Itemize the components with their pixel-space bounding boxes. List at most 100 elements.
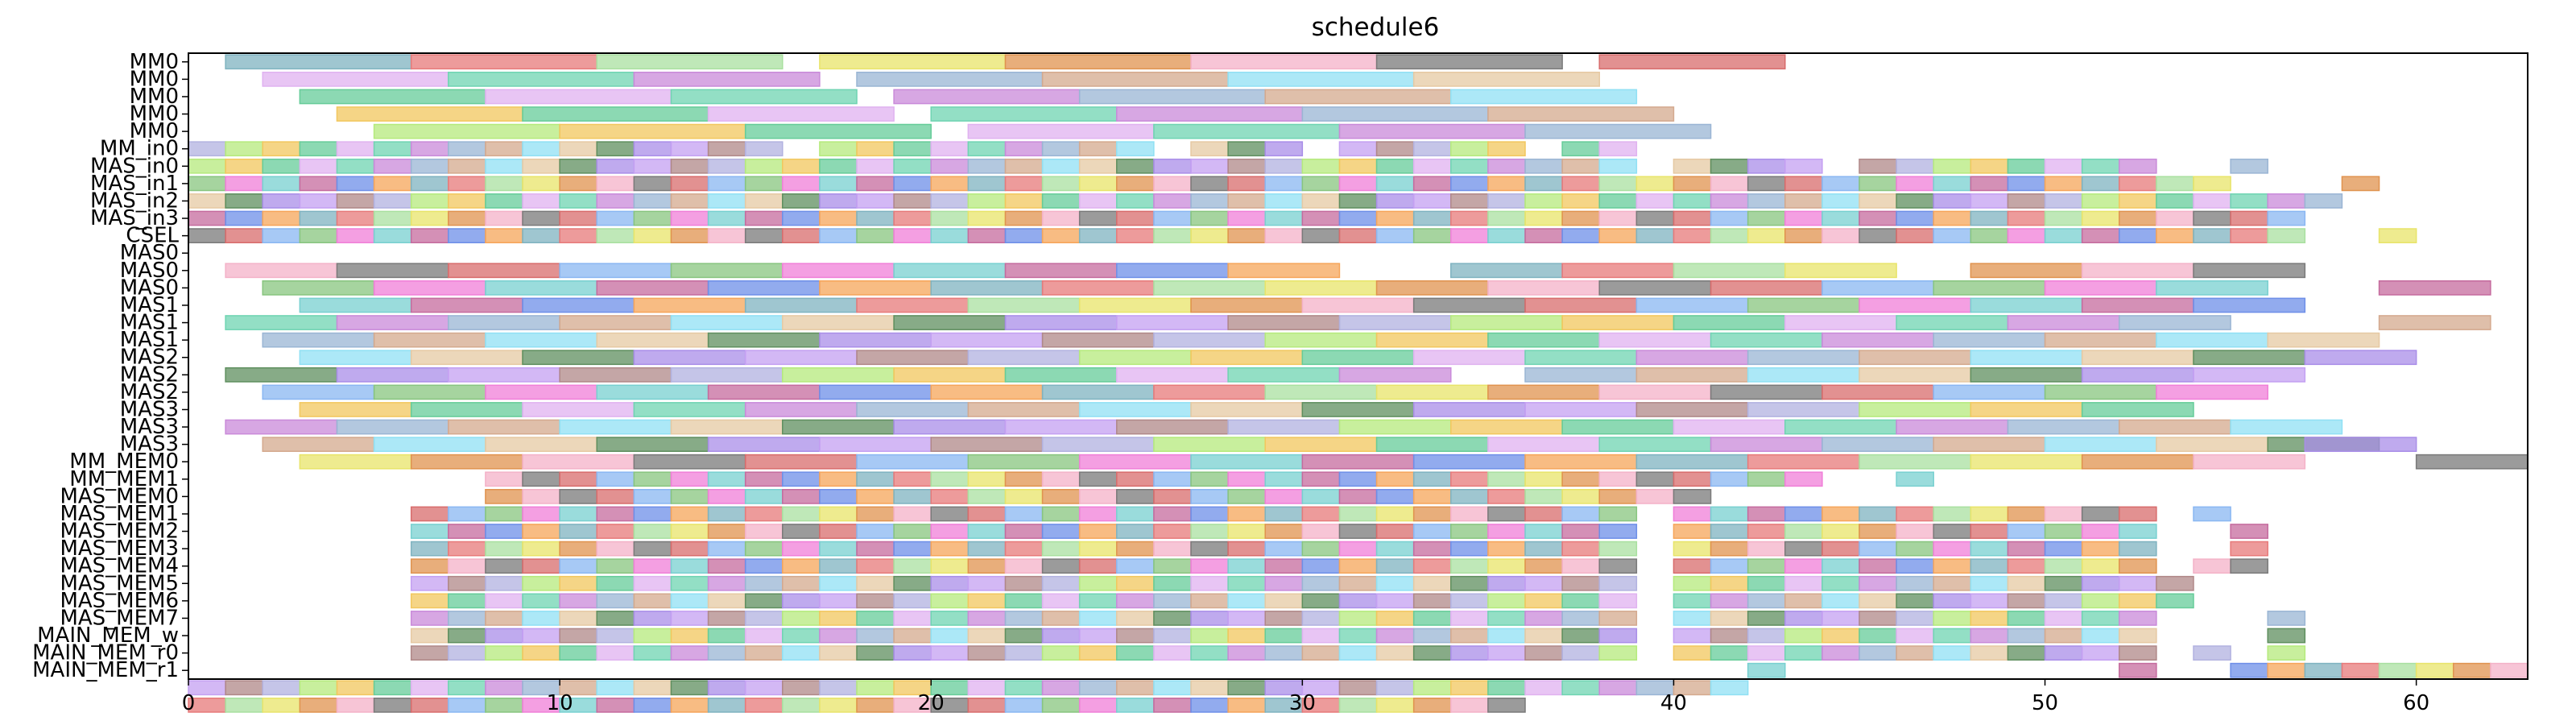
task-bar (1004, 193, 1044, 209)
task-bar (448, 158, 486, 174)
task-bar (1821, 645, 1860, 661)
task-bar (1821, 437, 1934, 453)
task-bar (2119, 645, 2157, 661)
task-bar (893, 158, 932, 174)
task-bar (1041, 558, 1081, 574)
task-bar (1784, 611, 1823, 626)
task-bar (1227, 611, 1266, 626)
task-bar (262, 141, 301, 157)
task-bar (893, 593, 932, 609)
task-bar (1673, 315, 1786, 330)
task-bar (1635, 193, 1675, 209)
task-bar (782, 506, 821, 522)
x-tick-label: 50 (2032, 691, 2058, 715)
task-bar (1227, 471, 1266, 487)
task-bar (633, 210, 672, 226)
task-bar (1450, 228, 1489, 244)
task-bar (707, 628, 746, 644)
task-bar (893, 315, 1007, 330)
task-bar (1078, 454, 1192, 470)
task-bar (1933, 575, 1972, 591)
task-bar (1078, 506, 1118, 522)
task-bar (1450, 141, 1489, 157)
task-bar (1004, 541, 1044, 557)
task-bar (1821, 176, 1860, 192)
task-bar (336, 176, 375, 192)
task-bar (1635, 454, 1749, 470)
y-tick-label: MAS2 (120, 380, 179, 404)
task-bar (2230, 558, 2268, 574)
task-bar (1190, 541, 1229, 557)
task-bar (967, 628, 1007, 644)
task-bar (930, 176, 970, 192)
y-tick-label: MAIN_MEM_w (37, 624, 179, 648)
task-bar (1153, 506, 1192, 522)
task-bar (1635, 176, 1675, 192)
task-bar (1301, 593, 1341, 609)
task-bar (1153, 437, 1266, 453)
task-bar (1821, 611, 1860, 626)
task-bar (2341, 662, 2380, 678)
task-bar (596, 680, 635, 696)
task-bar (2044, 280, 2157, 296)
task-bar (2007, 558, 2046, 574)
task-bar (1450, 541, 1489, 557)
task-bar (1301, 541, 1341, 557)
task-bar (1116, 611, 1155, 626)
task-bar (1412, 524, 1452, 539)
task-bar (522, 193, 560, 209)
task-bar (2081, 176, 2120, 192)
task-bar (596, 471, 635, 487)
task-bar (485, 89, 672, 105)
task-bar (2007, 611, 2046, 626)
task-bar (819, 575, 858, 591)
task-bar (1561, 263, 1675, 279)
task-bar (1933, 437, 2046, 453)
task-bar (1561, 506, 1600, 522)
task-bar (1227, 176, 1266, 192)
task-bar (2081, 506, 2120, 522)
task-bar (2044, 524, 2083, 539)
task-bar (893, 210, 932, 226)
task-bar (1524, 541, 1563, 557)
task-bar (893, 228, 932, 244)
task-bar (1784, 506, 1823, 522)
task-bar (967, 297, 1081, 313)
task-bar (448, 558, 486, 574)
task-bar (1301, 628, 1341, 644)
task-bar (633, 488, 672, 504)
task-bar (967, 402, 1081, 417)
task-bar (336, 210, 375, 226)
task-bar (1375, 628, 1415, 644)
task-bar (707, 193, 746, 209)
task-bar (1487, 611, 1526, 626)
task-bar (967, 488, 1007, 504)
task-bar (633, 575, 672, 591)
task-bar (1487, 332, 1600, 348)
task-bar (1116, 593, 1155, 609)
task-bar (1375, 332, 1489, 348)
task-bar (1524, 558, 1563, 574)
task-bar (1561, 210, 1600, 226)
task-bar (2304, 662, 2343, 678)
task-bar (1710, 210, 1749, 226)
task-bar (410, 158, 449, 174)
task-bar (1412, 158, 1452, 174)
task-bar (1896, 575, 1934, 591)
task-bar (1487, 524, 1526, 539)
task-bar (410, 402, 523, 417)
task-bar (1561, 593, 1600, 609)
task-bar (819, 506, 858, 522)
task-bar (1412, 506, 1452, 522)
task-bar (1375, 280, 1489, 296)
task-bar (1301, 350, 1415, 366)
task-bar (1970, 228, 2009, 244)
task-bar (262, 332, 375, 348)
task-bar (1190, 488, 1229, 504)
task-bar (2119, 158, 2157, 174)
task-bar (1524, 645, 1563, 661)
task-bar (1673, 611, 1712, 626)
task-bar (1301, 106, 1489, 122)
task-bar (1375, 228, 1415, 244)
task-bar (1041, 141, 1081, 157)
